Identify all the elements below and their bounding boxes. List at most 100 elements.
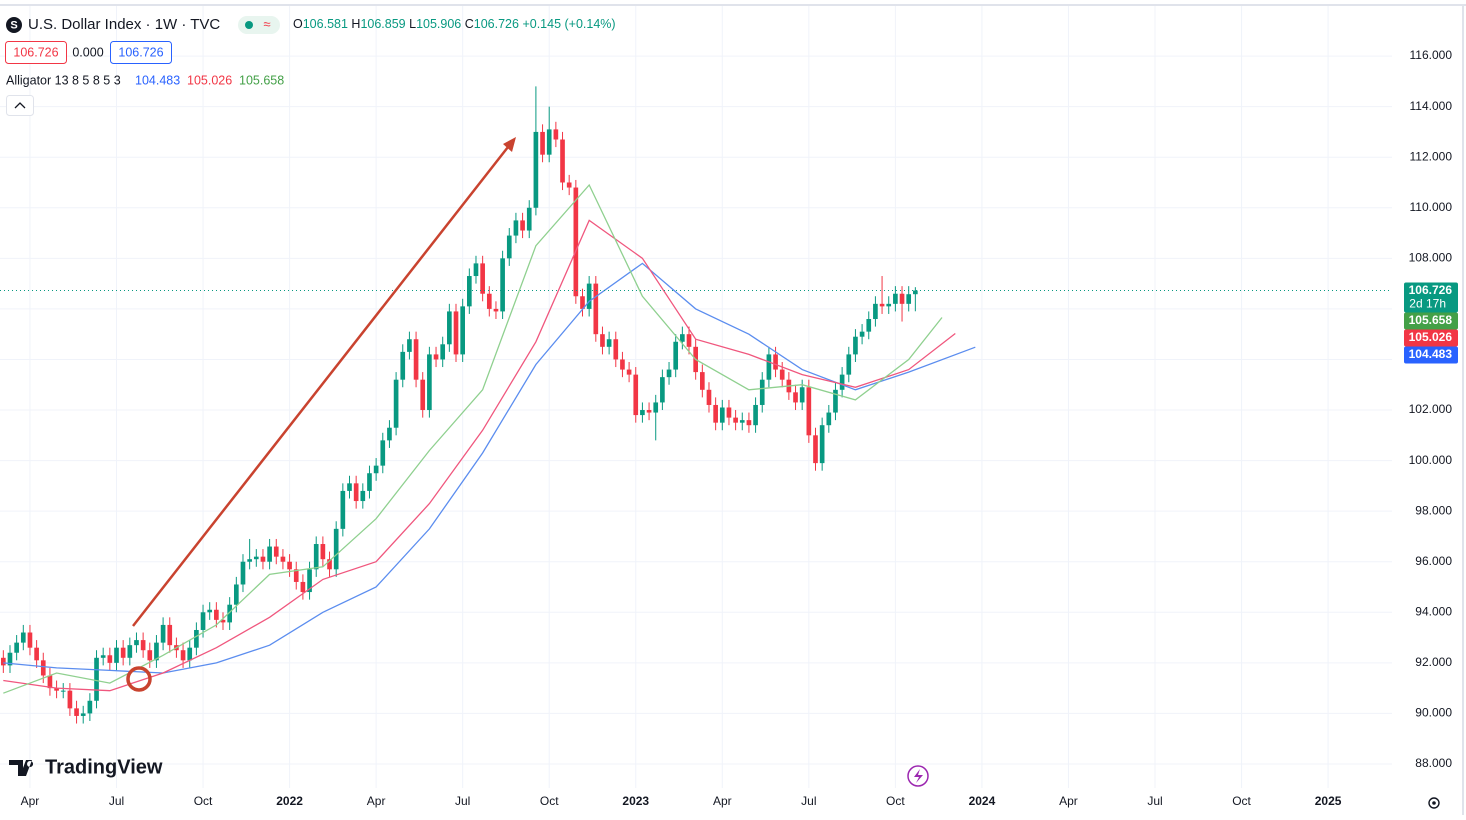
candle-body bbox=[373, 465, 379, 474]
collapse-button[interactable] bbox=[6, 95, 34, 116]
candle-body bbox=[27, 632, 33, 648]
candle-body bbox=[187, 647, 193, 661]
trend-arrow bbox=[132, 146, 509, 627]
candle-body bbox=[300, 581, 306, 593]
candle-body bbox=[533, 131, 539, 208]
sell-box[interactable] bbox=[5, 41, 67, 64]
candle-body bbox=[194, 629, 199, 648]
candle-body bbox=[413, 339, 419, 380]
candle-body bbox=[666, 369, 672, 378]
candle-body bbox=[733, 417, 738, 423]
indicator-value: 105.658 bbox=[239, 73, 284, 87]
candle-body bbox=[553, 129, 559, 140]
candle-body bbox=[400, 351, 406, 380]
candle-body bbox=[407, 339, 412, 352]
candle-body bbox=[353, 483, 359, 502]
candle-body bbox=[520, 220, 525, 231]
candle-body bbox=[87, 700, 93, 714]
x-tick-label: 2025 bbox=[1315, 794, 1342, 808]
candle-body bbox=[20, 632, 26, 643]
candle-body bbox=[766, 354, 772, 380]
price-label-box bbox=[1404, 312, 1458, 330]
status-icon: ≈ bbox=[263, 16, 270, 31]
candle-body bbox=[480, 263, 485, 294]
indicator-line bbox=[3, 183, 943, 694]
candle-body bbox=[660, 377, 665, 403]
candle-body bbox=[686, 334, 692, 347]
y-tick-label: 108.000 bbox=[1409, 251, 1453, 265]
candle-body bbox=[34, 647, 39, 661]
candle-body bbox=[387, 427, 392, 441]
candle-body bbox=[460, 306, 465, 355]
price-label: 105.026 bbox=[1409, 330, 1453, 344]
candle-body bbox=[759, 379, 765, 405]
candle-body bbox=[447, 311, 452, 345]
candle-body bbox=[273, 546, 279, 557]
x-tick-label: Oct bbox=[1232, 794, 1251, 808]
candle-body bbox=[719, 407, 725, 423]
price-label: 105.658 bbox=[1409, 313, 1453, 327]
candle-body bbox=[100, 655, 106, 658]
candle-body bbox=[247, 559, 252, 562]
candle-body bbox=[566, 182, 572, 188]
y-tick-label: 90.000 bbox=[1415, 706, 1452, 720]
y-tick-label: 96.000 bbox=[1415, 554, 1452, 568]
buy-box[interactable] bbox=[110, 41, 172, 64]
candle-body bbox=[486, 293, 492, 309]
ohlc-change: +0.145 (+0.14%) bbox=[522, 17, 615, 31]
candle-body bbox=[819, 425, 825, 464]
candle-body bbox=[746, 420, 752, 426]
candle-body bbox=[806, 387, 812, 436]
candle-body bbox=[773, 354, 778, 370]
x-tick-label: Jul bbox=[455, 794, 470, 808]
candle-body bbox=[593, 283, 599, 335]
indicator-line bbox=[3, 219, 956, 692]
candle-body bbox=[866, 319, 872, 332]
events-bolt bbox=[914, 769, 923, 783]
market-dot bbox=[245, 21, 253, 29]
candle-body bbox=[633, 374, 639, 416]
x-tick-label: Jul bbox=[1147, 794, 1162, 808]
candle-body bbox=[320, 544, 326, 560]
candle-body bbox=[573, 187, 579, 297]
candle-body bbox=[0, 657, 6, 666]
candle-body bbox=[40, 660, 46, 676]
settings-icon[interactable] bbox=[1428, 797, 1440, 809]
x-tick-label: Apr bbox=[367, 794, 386, 808]
candle-body bbox=[899, 293, 905, 304]
y-tick-label: 116.000 bbox=[1410, 48, 1453, 62]
candle-body bbox=[347, 483, 352, 491]
candle-body bbox=[327, 559, 332, 570]
y-tick-label: 102.000 bbox=[1409, 402, 1453, 416]
y-tick-label: 92.000 bbox=[1415, 655, 1452, 669]
candle-body bbox=[227, 604, 232, 623]
sell-price: 106.726 bbox=[13, 45, 58, 59]
countdown: 2d 17h bbox=[1409, 297, 1446, 311]
candle-body bbox=[160, 624, 166, 643]
candle-body bbox=[680, 334, 685, 342]
candle-body bbox=[886, 303, 892, 307]
candle-body bbox=[620, 359, 625, 370]
candle-body bbox=[546, 129, 552, 155]
candle-body bbox=[540, 131, 545, 155]
logo-mark bbox=[9, 760, 34, 776]
candle-body bbox=[513, 220, 519, 236]
candle-body bbox=[606, 339, 612, 347]
candle-body bbox=[613, 339, 619, 360]
candle-body bbox=[646, 410, 652, 413]
candle-body bbox=[753, 404, 758, 426]
events-icon[interactable] bbox=[907, 765, 929, 787]
x-tick-label: Oct bbox=[540, 794, 559, 808]
candle-body bbox=[779, 369, 785, 380]
status-pill[interactable] bbox=[238, 16, 280, 34]
candle-body bbox=[367, 473, 372, 491]
y-tick-label: 114.000 bbox=[1410, 99, 1453, 113]
cross-marker bbox=[126, 666, 152, 692]
candle-body bbox=[846, 354, 852, 375]
plot-area bbox=[0, 5, 1392, 788]
candle-body bbox=[473, 263, 479, 277]
candle-body bbox=[906, 294, 912, 304]
candle-body bbox=[60, 690, 66, 692]
candle-body bbox=[253, 556, 259, 560]
x-tick-label: Apr bbox=[21, 794, 40, 808]
